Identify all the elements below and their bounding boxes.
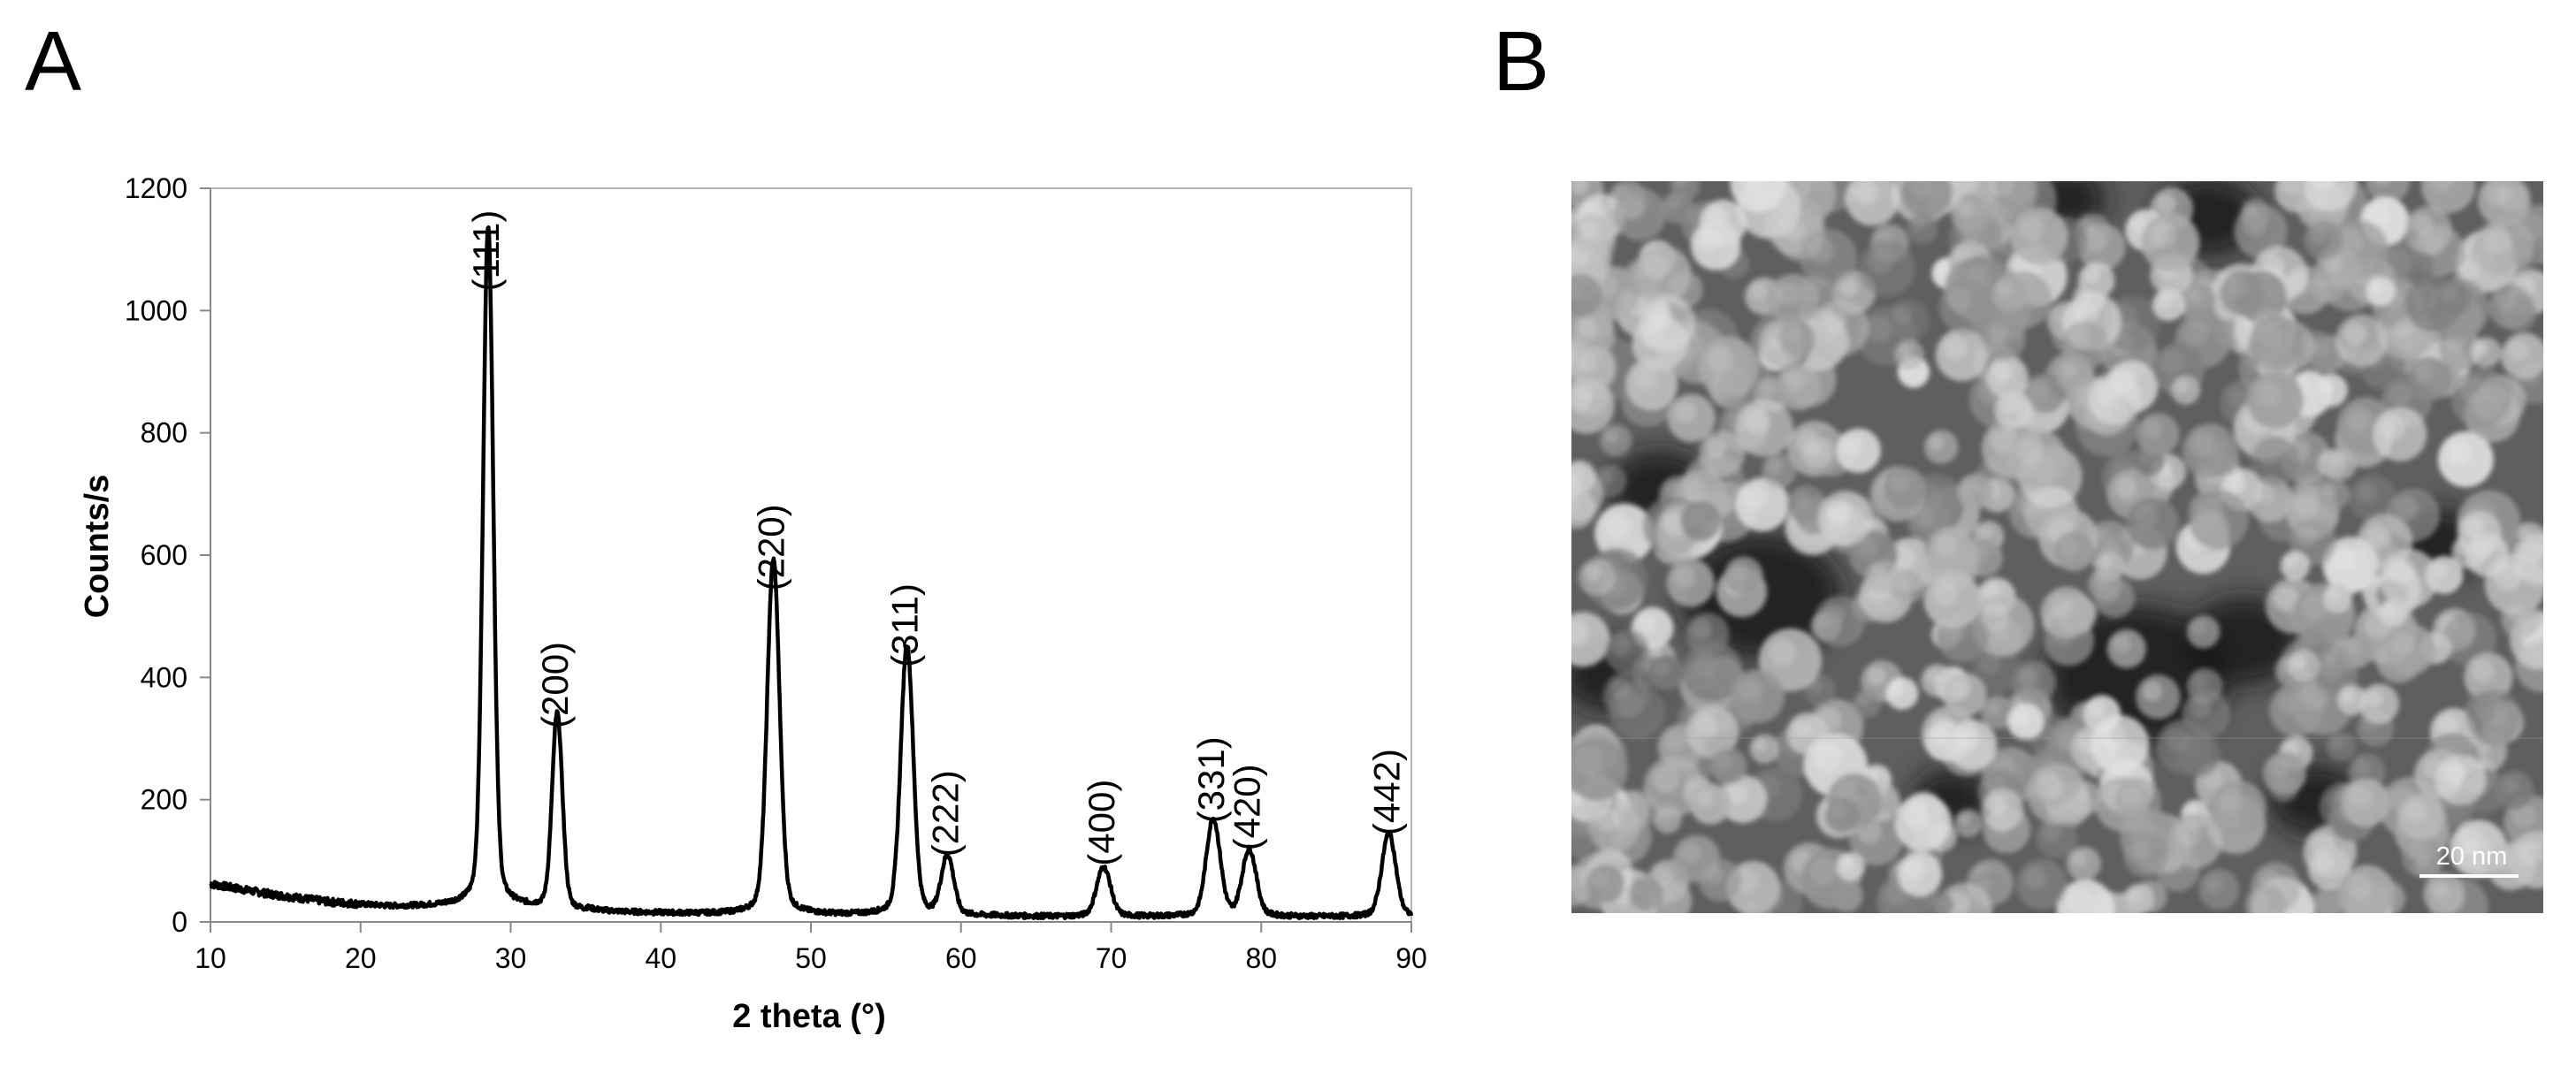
y-tick-label: 1000 [125,294,187,326]
peak-label: (311) [884,583,926,667]
series-line-xrd [209,225,1414,921]
peak-label: (442) [1366,749,1408,835]
y-tick-label: 0 [172,906,187,938]
x-tick-label: 90 [1395,942,1427,974]
x-tick-label: 60 [945,942,977,974]
peak-label: (200) [534,642,576,728]
x-tick-label: 80 [1245,942,1277,974]
x-tick-label: 70 [1096,942,1127,974]
peak-label: (222) [925,770,967,857]
xrd-chart: 0 200 400 600 800 1000 1200 10 20 30 40 50 60 70 80 90… [79,172,1427,1035]
x-tick-label: 30 [495,942,527,974]
y-tick-label: 400 [141,661,187,693]
peak-label: (111) [465,210,507,292]
x-tick-label: 40 [645,942,676,974]
y-tick-label: 800 [141,417,187,449]
x-tick-label: 10 [195,942,226,974]
x-axis-title: 2 theta (°) [732,998,886,1035]
peak-label: (331) [1190,736,1232,823]
y-tick-label: 1200 [125,172,187,204]
scale-bar-label: 20 nm [2435,842,2508,871]
panel-label-b: B [1493,14,1550,109]
peak-label: (220) [751,504,792,590]
scale-bar [2419,874,2519,878]
x-tick-label: 20 [345,942,377,974]
peak-label: (400) [1081,780,1122,866]
y-tick-label: 200 [141,784,187,816]
peak-label: (420) [1227,764,1268,850]
panel-label-a: A [25,14,82,109]
y-axis-title: Counts/s [79,475,116,619]
sem-micrograph: 20 nm [1571,181,2543,913]
x-tick-label: 50 [795,942,827,974]
y-tick-label: 600 [141,539,187,571]
